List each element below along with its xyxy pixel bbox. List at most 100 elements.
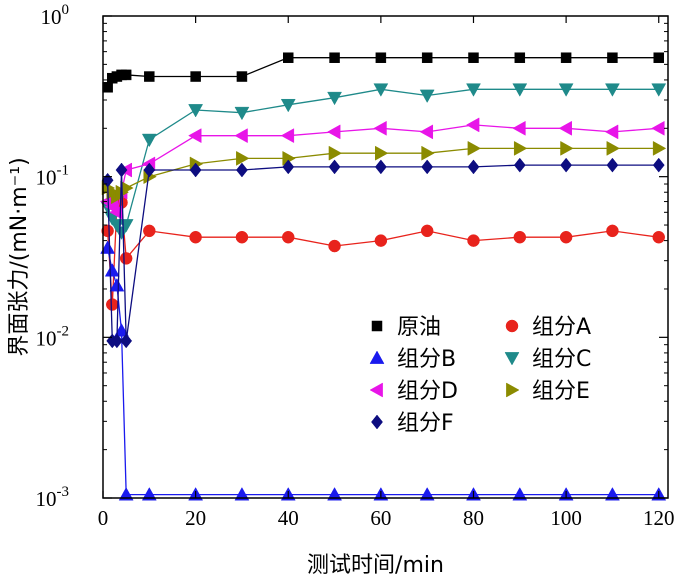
data-point: [652, 157, 665, 173]
legend-marker: [369, 382, 383, 398]
data-point: [604, 124, 619, 140]
data-point: [120, 69, 132, 81]
y-tick-base: 10: [36, 487, 57, 511]
data-point: [467, 234, 480, 247]
data-point: [513, 140, 528, 156]
legend-item: 组分E: [506, 379, 590, 404]
legend-item: 组分C: [504, 347, 591, 372]
x-tick-label: 80: [463, 506, 484, 530]
x-tick-label: 20: [185, 506, 206, 530]
data-point: [421, 159, 434, 175]
data-point: [141, 133, 157, 148]
data-point: [512, 83, 528, 97]
legend-marker: [505, 319, 519, 333]
legend-label: 组分F: [397, 411, 454, 436]
data-point: [109, 278, 125, 292]
x-tick-label: 0: [98, 506, 109, 530]
legend-label: 组分D: [397, 379, 458, 404]
series-4: [100, 83, 667, 240]
data-point: [605, 487, 620, 501]
data-point: [465, 117, 480, 133]
data-point: [100, 240, 116, 254]
data-point: [606, 224, 619, 238]
data-point: [375, 145, 389, 161]
y-tick-exponent: -3: [57, 484, 70, 500]
legend-marker: [506, 382, 520, 398]
data-point: [653, 52, 664, 63]
data-point: [236, 162, 248, 178]
data-point: [559, 230, 573, 244]
y-tick-label: 10-2: [36, 323, 70, 350]
data-point: [419, 487, 435, 501]
data-point: [190, 71, 201, 82]
data-point: [327, 91, 342, 106]
legend-item: 组分D: [369, 379, 458, 404]
y-tick-base: 10: [36, 166, 57, 190]
x-tick-label: 100: [550, 506, 582, 530]
data-point: [118, 487, 134, 501]
x-tick-label: 40: [278, 506, 299, 530]
x-tick-label: 120: [643, 506, 675, 530]
data-point: [651, 120, 665, 136]
series-7: [101, 157, 665, 349]
data-point: [234, 128, 248, 144]
data-point: [236, 150, 250, 166]
data-point: [605, 83, 620, 97]
data-point: [558, 83, 574, 97]
data-point: [119, 252, 133, 265]
data-point: [141, 487, 157, 501]
data-point: [328, 145, 343, 161]
y-tick-exponent: 0: [62, 2, 70, 18]
y-tick-exponent: -1: [57, 163, 70, 179]
data-point: [328, 239, 341, 253]
data-point: [327, 487, 342, 501]
legend-marker: [504, 352, 520, 366]
data-point: [513, 157, 526, 173]
data-point: [512, 487, 528, 501]
x-axis-title: 测试时间/min: [307, 553, 444, 578]
legend-marker: [371, 320, 383, 332]
data-point: [560, 140, 574, 156]
data-point: [280, 128, 295, 144]
data-point: [606, 157, 619, 173]
data-point: [143, 224, 156, 238]
data-point: [236, 71, 248, 82]
data-point: [558, 120, 572, 136]
data-point: [606, 140, 620, 156]
data-point: [234, 487, 250, 501]
data-point: [421, 52, 433, 63]
data-point: [101, 224, 114, 238]
y-axis-title: 界面张力/(mN·m⁻¹): [7, 157, 32, 356]
plot-frame: [102, 15, 669, 499]
data-point: [420, 224, 434, 238]
data-point: [467, 159, 480, 175]
data-point: [468, 52, 479, 63]
data-point: [188, 104, 204, 118]
data-point: [102, 82, 113, 93]
series-6: [101, 140, 667, 205]
data-point: [512, 120, 526, 136]
data-point: [114, 323, 129, 337]
legend-label: 组分C: [532, 347, 591, 372]
legend-item: 组分B: [369, 347, 456, 372]
data-point: [327, 124, 341, 140]
data-point: [652, 230, 665, 244]
data-point: [421, 145, 435, 161]
data-point: [101, 172, 114, 188]
series-2: [101, 196, 665, 311]
legend-marker: [369, 350, 385, 364]
data-point: [328, 159, 341, 175]
data-point: [375, 52, 387, 63]
y-tick-base: 10: [36, 326, 57, 350]
data-point: [419, 89, 435, 104]
data-point: [188, 128, 202, 144]
data-point: [374, 234, 388, 247]
data-point: [282, 159, 295, 175]
y-tick-label: 10-3: [36, 484, 70, 511]
series-line: [106, 201, 659, 305]
legend: 原油 组分A 组分B 组分C 组分D 组分E 组分F: [369, 315, 591, 436]
data-point: [419, 124, 434, 140]
data-point: [144, 71, 155, 82]
